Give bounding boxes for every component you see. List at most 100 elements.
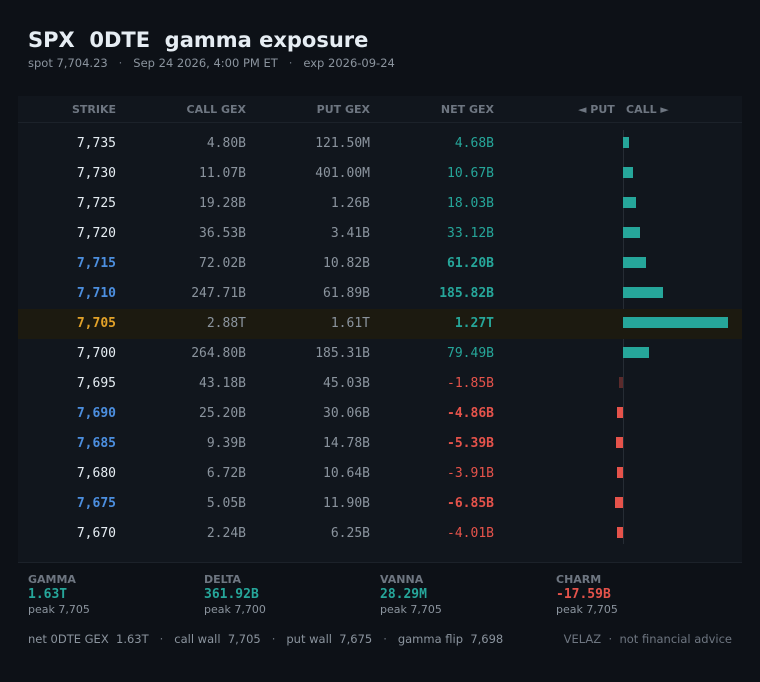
table-header: STRIKE CALL GEX PUT GEX NET GEX ◄ PUT CA…: [18, 96, 742, 123]
net-gex-cell: -3.91B: [447, 466, 494, 481]
disclaimer: not financial advice: [619, 632, 732, 646]
column-header-put-gex[interactable]: PUT GEX: [316, 103, 370, 116]
net-gex-cell: -4.86B: [447, 406, 494, 421]
page-title: SPX 0DTE gamma exposure: [28, 28, 369, 52]
strike-cell: 7,710: [76, 286, 116, 301]
net-gex-bar: [623, 287, 664, 298]
call-gex-cell: 25.20B: [199, 406, 246, 421]
put-wall-value: 7,675: [339, 632, 373, 646]
column-header-strike[interactable]: STRIKE: [71, 103, 116, 116]
stat-peak: peak 7,705: [556, 603, 618, 616]
stat-vanna: VANNA 28.29M peak 7,705: [380, 573, 442, 616]
put-gex-cell: 10.64B: [323, 466, 370, 481]
put-gex-cell: 10.82B: [323, 256, 370, 271]
brand-disclaimer: VELAZ · not financial advice: [563, 632, 732, 646]
put-gex-cell: 185.31B: [315, 346, 370, 361]
net-gex-bar: [618, 377, 623, 388]
table-row[interactable]: 7,715 72.02B 10.82B 61.20B: [18, 249, 742, 279]
net-gex-bar: [615, 497, 623, 508]
strike-cell: 7,680: [76, 466, 116, 481]
strike-cell: 7,720: [76, 226, 116, 241]
table-row[interactable]: 7,710 247.71B 61.89B 185.82B: [18, 279, 742, 309]
call-wall-value: 7,705: [227, 632, 261, 646]
expiry-date: exp 2026-09-24: [303, 56, 395, 70]
net-gex-bar: [616, 437, 623, 448]
net-gex-cell: 185.82B: [439, 286, 494, 301]
net-gex-cell: 10.67B: [447, 166, 494, 181]
brand-name: VELAZ: [563, 632, 602, 646]
net-gex-cell: -5.39B: [447, 436, 494, 451]
call-gex-cell: 11.07B: [199, 166, 246, 181]
column-header-call-direction: CALL ►: [626, 103, 669, 116]
net-gex-value: 1.63T: [116, 632, 149, 646]
stat-peak: peak 7,705: [380, 603, 442, 616]
strike-cell: 7,725: [76, 196, 116, 211]
table-row[interactable]: 7,700 264.80B 185.31B 79.49B: [18, 339, 742, 369]
put-gex-cell: 30.06B: [323, 406, 370, 421]
stat-value: 1.63T: [28, 587, 68, 602]
strike-cell: 7,685: [76, 436, 116, 451]
strike-cell: 7,670: [76, 526, 116, 541]
strike-cell: 7,735: [76, 136, 116, 151]
table-row[interactable]: 7,685 9.39B 14.78B -5.39B: [18, 429, 742, 459]
net-gex-cell: 61.20B: [447, 256, 494, 271]
net-gex-cell: 1.27T: [454, 316, 494, 331]
net-gex-cell: 18.03B: [447, 196, 494, 211]
put-gex-cell: 3.41B: [330, 226, 370, 241]
stat-charm: CHARM -17.59B peak 7,705: [556, 573, 618, 616]
strike-cell: 7,695: [76, 376, 116, 391]
table-row[interactable]: 7,720 36.53B 3.41B 33.12B: [18, 219, 742, 249]
net-gex-bar: [623, 137, 630, 148]
net-gex-cell: -4.01B: [447, 526, 494, 541]
net-gex-cell: 79.49B: [447, 346, 494, 361]
table-row[interactable]: 7,735 4.80B 121.50M 4.68B: [18, 129, 742, 159]
net-gex-bar: [623, 167, 633, 178]
table-row[interactable]: 7,690 25.20B 30.06B -4.86B: [18, 399, 742, 429]
table-row[interactable]: 7,705 2.88T 1.61T 1.27T: [18, 309, 742, 339]
table-row[interactable]: 7,670 2.24B 6.25B -4.01B: [18, 519, 742, 549]
stat-value: -17.59B: [556, 587, 611, 602]
put-gex-cell: 1.61T: [330, 316, 370, 331]
column-header-net-gex[interactable]: NET GEX: [440, 103, 494, 116]
call-gex-cell: 43.18B: [199, 376, 246, 391]
put-gex-cell: 1.26B: [330, 196, 370, 211]
call-gex-cell: 4.80B: [206, 136, 246, 151]
net-gex-bar: [623, 197, 636, 208]
gamma-flip-label: gamma flip: [397, 632, 464, 646]
table-row[interactable]: 7,695 43.18B 45.03B -1.85B: [18, 369, 742, 399]
strike-cell: 7,690: [76, 406, 116, 421]
call-gex-cell: 2.88T: [206, 316, 246, 331]
put-gex-cell: 45.03B: [323, 376, 370, 391]
table-row[interactable]: 7,725 19.28B 1.26B 18.03B: [18, 189, 742, 219]
gamma-flip-value: 7,698: [470, 632, 504, 646]
call-gex-cell: 2.24B: [206, 526, 246, 541]
put-gex-cell: 6.25B: [330, 526, 370, 541]
stat-peak: peak 7,705: [28, 603, 90, 616]
stat-label: GAMMA: [28, 573, 76, 586]
page-subtitle: spot 7,704.23 · Sep 24 2026, 4:00 PM ET …: [28, 56, 395, 70]
put-gex-cell: 121.50M: [315, 136, 370, 151]
call-gex-cell: 5.05B: [206, 496, 246, 511]
summary-line: net 0DTE GEX 1.63T · call wall 7,705 · p…: [28, 632, 504, 646]
column-header-put-direction: ◄ PUT: [578, 103, 615, 116]
net-gex-cell: -6.85B: [447, 496, 494, 511]
stat-label: CHARM: [556, 573, 602, 586]
net-gex-bar: [623, 257, 647, 268]
net-gex-label: net 0DTE GEX: [28, 632, 109, 646]
table-row[interactable]: 7,675 5.05B 11.90B -6.85B: [18, 489, 742, 519]
strike-cell: 7,675: [76, 496, 116, 511]
net-gex-bar: [623, 347, 650, 358]
net-gex-bar: [617, 467, 623, 478]
put-gex-cell: 401.00M: [315, 166, 370, 181]
table-row[interactable]: 7,680 6.72B 10.64B -3.91B: [18, 459, 742, 489]
put-gex-cell: 61.89B: [323, 286, 370, 301]
spot-price: spot 7,704.23: [28, 56, 108, 70]
call-gex-cell: 6.72B: [206, 466, 246, 481]
table-row[interactable]: 7,730 11.07B 401.00M 10.67B: [18, 159, 742, 189]
call-gex-cell: 264.80B: [191, 346, 246, 361]
stat-label: DELTA: [204, 573, 241, 586]
timestamp: Sep 24 2026, 4:00 PM ET: [133, 56, 278, 70]
column-header-call-gex[interactable]: CALL GEX: [186, 103, 246, 116]
stat-value: 28.29M: [380, 587, 427, 602]
net-gex-bar: [623, 317, 728, 328]
